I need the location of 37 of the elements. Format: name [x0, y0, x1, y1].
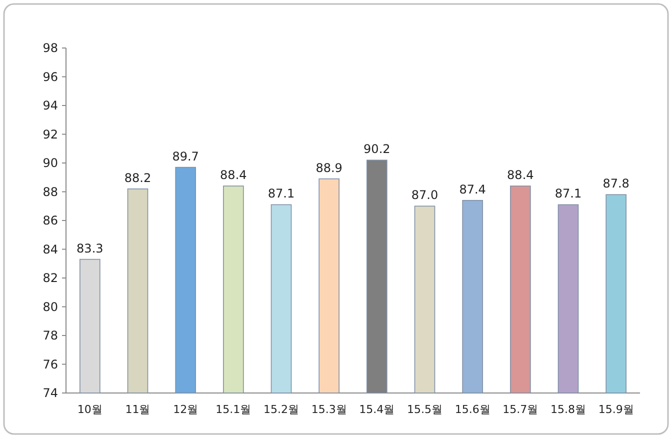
x-tick-label: 15.7월: [502, 403, 538, 416]
y-tick-label: 90: [42, 156, 58, 170]
data-label: 88.4: [220, 168, 247, 182]
data-label: 83.3: [76, 241, 104, 256]
y-tick-label: 74: [42, 386, 58, 400]
data-label: 87.8: [602, 176, 630, 191]
x-tick-label: 15.6월: [454, 403, 490, 416]
x-tick-label: 15.2월: [264, 403, 299, 416]
y-tick-label: 76: [42, 357, 58, 372]
x-tick-label: 15.8월: [550, 403, 586, 416]
y-tick-label: 92: [42, 127, 58, 142]
x-tick-label: 12월: [173, 403, 198, 416]
x-tick-label: 11월: [125, 403, 150, 416]
y-tick-label: 94: [42, 98, 58, 112]
y-tick-label: 80: [42, 300, 58, 314]
x-tick-label: 15.5월: [407, 403, 442, 416]
y-tick-label: 98: [42, 41, 58, 55]
data-label: 90.2: [364, 142, 390, 156]
y-tick-label: 82: [42, 271, 58, 285]
data-label: 88.4: [507, 168, 534, 182]
y-tick-label: 86: [42, 214, 58, 228]
data-label: 88.2: [124, 170, 152, 185]
data-label: 87.4: [459, 182, 486, 196]
data-label: 88.9: [316, 160, 342, 175]
x-tick-label: 15.4월: [359, 403, 395, 416]
x-tick-label: 15.1월: [216, 403, 252, 416]
y-tick-label: 88: [42, 184, 58, 199]
data-label: 87.0: [411, 188, 438, 202]
data-label: 87.1: [554, 186, 582, 201]
y-tick-label: 96: [42, 70, 58, 84]
data-label: 87.1: [268, 186, 295, 201]
y-tick-label: 78: [42, 328, 58, 342]
x-tick-label: 15.9월: [598, 403, 634, 416]
y-tick-label: 84: [42, 242, 58, 256]
data-label: 89.7: [172, 149, 199, 164]
x-tick-label: 15.3월: [311, 403, 347, 416]
x-tick-label: 10월: [77, 403, 102, 416]
